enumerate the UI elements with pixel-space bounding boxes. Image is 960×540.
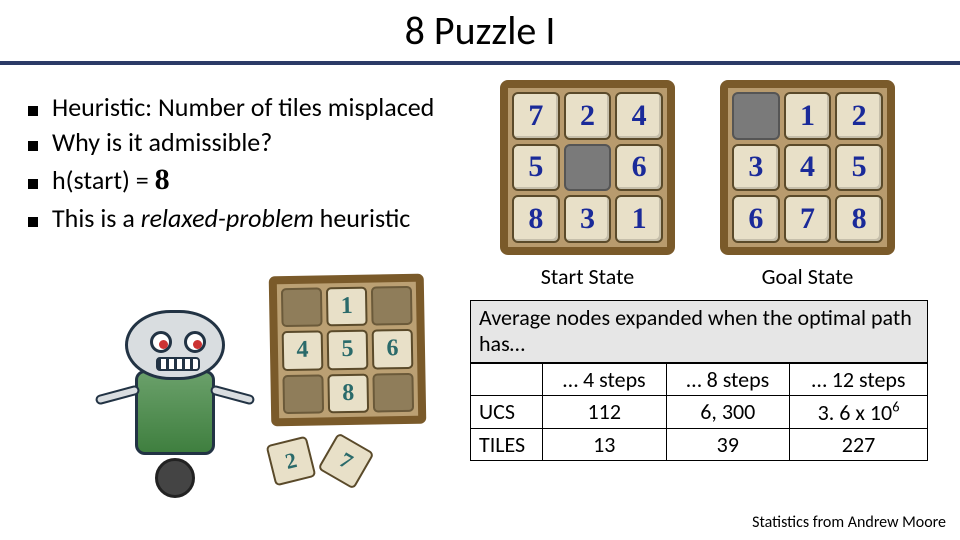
puzzle-tile: 6 <box>615 144 663 192</box>
robot-illustration: 14568 2 7 <box>70 265 450 510</box>
table-cell: 6, 300 <box>666 395 790 428</box>
loose-tile: 7 <box>317 432 374 489</box>
puzzle-tile: 4 <box>282 331 324 371</box>
puzzle-tile: 3 <box>732 144 780 192</box>
stats-caption: Average nodes expanded when the optimal … <box>470 300 928 363</box>
puzzle-tile: 8 <box>835 195 883 243</box>
bullet-text: Heuristic: Number of tiles misplaced <box>52 90 434 125</box>
bullet-item: h(start) = 8 <box>28 160 488 201</box>
start-state-puzzle: 724 5 6 831 Start State <box>500 80 675 290</box>
puzzle-tile: 8 <box>512 195 560 243</box>
puzzle-tile: 5 <box>327 330 369 370</box>
col-header: … 12 steps <box>790 363 928 395</box>
puzzle-tile: 6 <box>732 195 780 243</box>
row-label: UCS <box>471 395 543 428</box>
puzzle-tile: 3 <box>564 195 612 243</box>
table-cell: 3. 6 x 106 <box>790 395 928 428</box>
puzzle-tile: 1 <box>615 195 663 243</box>
bullet-text: Why is it admissible? <box>52 125 272 160</box>
puzzle-tile: 5 <box>835 144 883 192</box>
goal-state-label: Goal State <box>762 263 854 290</box>
puzzle-tile: 7 <box>784 195 832 243</box>
bullet-text: heuristic <box>314 202 411 234</box>
credit-text: Statistics from Andrew Moore <box>752 513 946 532</box>
bullet-text: h(start) = <box>52 164 155 196</box>
blank-tile <box>372 373 414 413</box>
table-cell: 39 <box>666 429 790 461</box>
h-start-value: 8 <box>155 163 170 196</box>
table-corner <box>471 363 543 395</box>
blank-tile <box>732 92 780 140</box>
slide-title: 8 Puzzle I <box>0 0 960 55</box>
puzzle-tile: 1 <box>326 287 368 327</box>
puzzle-tile: 1 <box>784 92 832 140</box>
bullet-text: This is a <box>52 202 141 234</box>
stats-table: Average nodes expanded when the optimal … <box>470 300 928 461</box>
blank-tile <box>371 286 413 326</box>
table-cell: 13 <box>543 429 667 461</box>
puzzle-tile: 2 <box>564 92 612 140</box>
table-cell: 227 <box>790 429 928 461</box>
puzzle-tile: 8 <box>327 373 369 413</box>
title-rule <box>0 61 960 65</box>
bullet-italic: relaxed-problem <box>141 202 314 234</box>
puzzle-tile: 2 <box>835 92 883 140</box>
blank-tile <box>282 374 324 414</box>
col-header: … 8 steps <box>666 363 790 395</box>
bullet-list: Heuristic: Number of tiles misplaced Why… <box>28 90 488 236</box>
puzzle-tile: 6 <box>372 329 414 369</box>
bullet-item: Heuristic: Number of tiles misplaced <box>28 90 488 125</box>
robot-icon <box>85 300 275 495</box>
goal-state-puzzle: 12 345 678 Goal State <box>720 80 895 290</box>
puzzle-tile: 7 <box>512 92 560 140</box>
start-state-label: Start State <box>541 263 634 290</box>
blank-tile <box>564 144 612 192</box>
bullet-item: Why is it admissible? <box>28 125 488 160</box>
row-label: TILES <box>471 429 543 461</box>
puzzle-tile: 4 <box>615 92 663 140</box>
col-header: … 4 steps <box>543 363 667 395</box>
blank-tile <box>281 287 323 327</box>
puzzle-tile: 5 <box>512 144 560 192</box>
table-cell: 112 <box>543 395 667 428</box>
bullet-item: This is a relaxed-problem heuristic <box>28 201 488 236</box>
puzzle-tile: 4 <box>784 144 832 192</box>
